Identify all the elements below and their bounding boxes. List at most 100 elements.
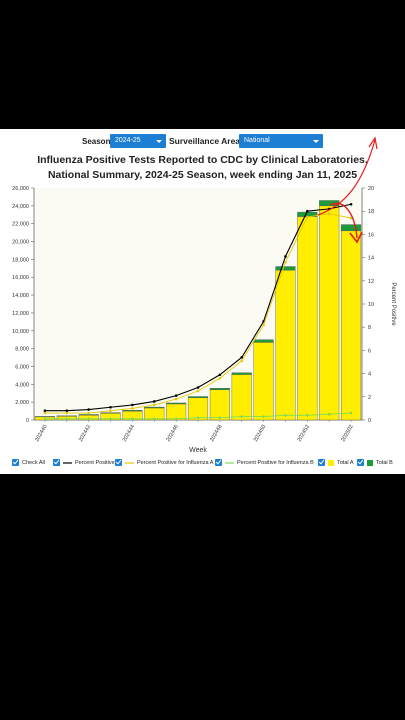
series-point (196, 389, 200, 393)
chart-title-line1: Influenza Positive Tests Reported to CDC… (37, 154, 368, 166)
y-tick-label-right: 4 (368, 372, 371, 378)
legend-check-all[interactable]: Check All (12, 459, 45, 466)
bar-swatch-icon (328, 459, 334, 466)
series-point (240, 356, 244, 359)
bar-total-a (297, 216, 318, 421)
bar-total-b (144, 406, 165, 409)
x-tick-label: 202442 (78, 424, 92, 443)
bar-total-b (56, 415, 77, 417)
bar-total-b (275, 266, 296, 271)
x-tick-label: 202446 (165, 424, 179, 443)
legend-percent-positive-b[interactable]: Percent Positive for Influenza B (215, 459, 314, 466)
series-point (349, 202, 353, 206)
season-select-value: 2024-25 (115, 137, 141, 144)
legend-label: Total A (337, 459, 354, 466)
y-tick-label-right: 6 (368, 348, 371, 354)
x-tick-label: 202440 (34, 424, 48, 443)
series-point (306, 215, 309, 219)
y-tick-label-left: 20,000 (12, 240, 29, 246)
series-point (218, 373, 222, 377)
series-point (131, 407, 134, 410)
area-select[interactable]: National (239, 134, 323, 148)
series-point (327, 207, 331, 211)
area-label: Surveillance Area: (169, 136, 243, 146)
y-axis-label-right: Percent Positive (390, 282, 396, 326)
y-tick-label-left: 10,000 (12, 329, 29, 335)
y-tick-label-right: 16 (368, 232, 374, 238)
x-axis-label: Week (189, 447, 207, 454)
series-point (131, 403, 134, 407)
legend-check-all-label: Check All (22, 459, 45, 466)
legend-total-a[interactable]: Total A (318, 459, 354, 466)
series-point (174, 417, 178, 421)
bar-total-a (253, 342, 274, 421)
bar-total-b (166, 402, 187, 405)
series-point (65, 417, 69, 421)
series-point (152, 403, 156, 407)
series-point (87, 411, 90, 415)
series-point (262, 415, 265, 418)
legend-label: Total B (376, 459, 393, 466)
y-tick-label-left: 16,000 (12, 275, 29, 281)
series-point (284, 260, 287, 264)
y-tick-label-left: 22,000 (12, 222, 29, 228)
series-point (65, 411, 69, 415)
chart-legend: Check All Percent Positive Percent Posit… (0, 459, 405, 471)
series-point (306, 414, 309, 417)
y-tick-label-left: 14,000 (12, 293, 29, 299)
legend-label: Percent Positive for Influenza A (137, 459, 214, 466)
chevron-down-icon (156, 140, 162, 143)
line-swatch-icon (63, 461, 72, 464)
chart-title: Influenza Positive Tests Reported to CDC… (20, 153, 385, 183)
bar-total-a (341, 230, 362, 421)
x-tick-label: 202450 (253, 424, 267, 443)
y-tick-label-left: 18,000 (12, 257, 29, 263)
bar-total-b (187, 396, 209, 398)
series-point (240, 415, 244, 418)
season-label: Season: (82, 137, 114, 146)
legend-percent-positive-a[interactable]: Percent Positive for Influenza A (115, 459, 213, 466)
checkbox-icon (318, 459, 325, 466)
series-point (327, 412, 331, 416)
series-point (87, 408, 90, 411)
series-point (306, 209, 309, 213)
x-tick-label: 202444 (122, 424, 136, 443)
bar-total-b (122, 410, 143, 412)
series-point (240, 359, 244, 363)
legend-percent-positive[interactable]: Percent Positive (53, 459, 115, 466)
checkbox-icon (215, 459, 222, 466)
series-point (109, 409, 112, 413)
checkbox-icon (115, 459, 122, 466)
line-swatch-icon (125, 461, 134, 464)
series-point (349, 411, 353, 415)
series-point (174, 394, 178, 397)
season-select[interactable]: 2024-25 (110, 134, 166, 148)
series-point (87, 417, 90, 421)
y-tick-label-right: 2 (368, 395, 371, 401)
series-point (43, 409, 47, 413)
series-point (109, 405, 112, 409)
legend-label: Percent Positive for Influenza B (237, 459, 314, 466)
y-tick-label-right: 14 (368, 256, 374, 262)
bar-total-a (319, 205, 340, 421)
y-tick-label-left: 6,000 (15, 364, 29, 370)
y-tick-label-left: 12,000 (12, 311, 29, 317)
y-tick-label-left: 26,000 (12, 186, 29, 192)
chevron-down-icon (313, 140, 319, 143)
bar-total-b (341, 224, 362, 232)
checkbox-icon (53, 459, 60, 466)
bar-total-a (231, 374, 252, 421)
bar-total-b (231, 372, 252, 375)
legend-total-b[interactable]: Total B (357, 459, 393, 466)
series-point (43, 411, 47, 415)
bar-total-b (319, 200, 340, 207)
bar-total-b (253, 339, 274, 343)
bar-total-a (209, 389, 230, 421)
bar-total-a (275, 269, 296, 421)
series-point (349, 216, 353, 220)
y-tick-label-right: 20 (368, 186, 374, 192)
series-point (284, 414, 287, 417)
series-point (196, 386, 200, 389)
x-tick-label: 202452 (297, 424, 311, 443)
x-tick-label: 202502 (340, 424, 354, 443)
